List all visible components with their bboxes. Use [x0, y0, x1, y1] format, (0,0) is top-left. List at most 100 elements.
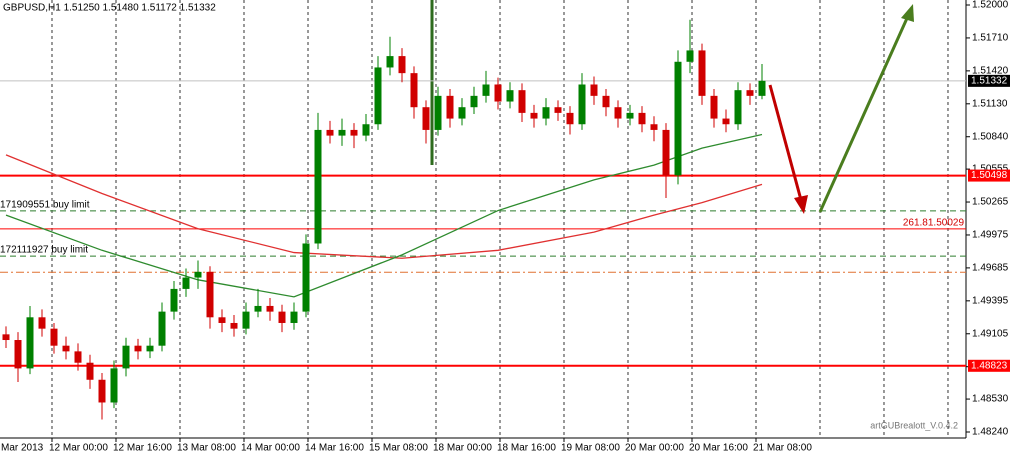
y-tick-label: 1.52000 — [972, 0, 1009, 11]
candle-body — [182, 277, 190, 289]
candle-body — [674, 61, 682, 176]
candle-body — [410, 73, 418, 108]
x-tick-label: 12 Mar 16:00 — [113, 443, 172, 454]
candle-body — [98, 379, 106, 403]
candle-body — [746, 90, 754, 96]
price-box — [968, 359, 1010, 372]
candle-body — [710, 95, 718, 119]
candle-body — [146, 345, 154, 352]
candle-body — [374, 67, 382, 125]
x-tick-label: 14 Mar 00:00 — [241, 443, 300, 454]
candle-body — [446, 95, 454, 119]
price-box-label: 1.48823 — [971, 360, 1008, 371]
x-tick-label: Mar 2013 — [1, 443, 44, 454]
x-tick-label: 19 Mar 08:00 — [561, 443, 620, 454]
level-text: 171909551 buy limit — [0, 200, 90, 211]
price-box — [968, 169, 1010, 182]
arrow-head — [794, 195, 808, 214]
candle-body — [158, 311, 166, 346]
candle-body — [194, 271, 202, 278]
candle-body — [590, 84, 598, 96]
candle-body — [14, 340, 22, 369]
candle-body — [74, 351, 82, 363]
price-box-label: 1.51332 — [971, 76, 1008, 87]
candle-body — [110, 368, 118, 403]
chart-title: GBPUSD,H1 1.51250 1.51480 1.51172 1.5133… — [3, 3, 216, 14]
candle-body — [566, 112, 574, 125]
watermark: artGUBrealott_V.0.4.2 — [870, 420, 958, 430]
y-tick-label: 1.51420 — [972, 66, 1009, 77]
candle-body — [290, 311, 298, 323]
x-tick-label: 15 Mar 08:00 — [369, 443, 428, 454]
candle-body — [470, 95, 478, 108]
candle-body — [458, 107, 466, 119]
candle-body — [650, 124, 658, 130]
candle-body — [122, 345, 130, 369]
candle-body — [554, 107, 562, 113]
candle-body — [134, 345, 142, 352]
y-tick-label: 1.49395 — [972, 295, 1009, 306]
candle-body — [698, 50, 706, 96]
candle-body — [662, 129, 670, 176]
y-tick-label: 1.50265 — [972, 197, 1009, 208]
x-tick-label: 18 Mar 16:00 — [497, 443, 556, 454]
candle-body — [362, 124, 370, 136]
y-tick-label: 1.49105 — [972, 328, 1009, 339]
candle-body — [734, 90, 742, 125]
candle-body — [50, 328, 58, 346]
level-text: 261.81.50029 — [903, 217, 965, 228]
candle-body — [206, 271, 214, 318]
red-arrow — [768, 84, 808, 214]
candle-body — [254, 305, 262, 312]
arrow-shaft — [818, 15, 910, 213]
arrow-shaft — [768, 84, 803, 201]
candle-body — [386, 56, 394, 68]
y-tick-label: 1.48240 — [972, 427, 1009, 438]
y-tick-label: 1.51710 — [972, 33, 1009, 44]
candle-body — [242, 311, 250, 329]
candle-body — [278, 311, 286, 323]
candle-body — [26, 317, 34, 369]
candle-body — [758, 80, 766, 96]
candle-body — [314, 129, 322, 244]
arrow-head — [901, 4, 914, 22]
candle-body — [686, 50, 694, 62]
green-arrow — [818, 4, 914, 213]
candle-body — [626, 112, 634, 119]
candle-body — [62, 345, 70, 352]
x-tick-label: 20 Mar 00:00 — [625, 443, 684, 454]
candle-body — [434, 95, 442, 130]
y-tick-label: 1.49685 — [972, 263, 1009, 274]
candle-body — [638, 112, 646, 125]
x-tick-label: 14 Mar 16:00 — [305, 443, 364, 454]
candle-body — [494, 84, 502, 102]
x-tick-label: 18 Mar 00:00 — [433, 443, 492, 454]
candle-body — [518, 90, 526, 113]
x-tick-label: 12 Mar 00:00 — [49, 443, 108, 454]
candle-body — [326, 129, 334, 136]
level-text: 172111927 buy limit — [0, 245, 88, 256]
candle-body — [86, 362, 94, 380]
candle-body — [338, 129, 346, 136]
candle-body — [218, 317, 226, 323]
plot: Mar 2013 12 Mar 00:00 12 Mar 16:00 13 Mar 0… — [0, 0, 966, 454]
price-box-label: 1.50498 — [971, 170, 1008, 181]
candle-body — [614, 107, 622, 119]
x-tick-label: 20 Mar 16:00 — [689, 443, 748, 454]
y-tick-label: 1.49975 — [972, 230, 1009, 241]
candle-body — [230, 322, 238, 329]
candle-body — [266, 305, 274, 312]
x-tick-label: 13 Mar 08:00 — [177, 443, 236, 454]
candle-body — [38, 317, 46, 329]
y-tick-label: 1.51130 — [972, 98, 1008, 109]
candle-body — [398, 56, 406, 74]
candle-body — [722, 118, 730, 125]
y-tick-label: 1.48530 — [972, 394, 1009, 405]
y-tick-label: 1.50840 — [972, 131, 1009, 142]
candle-body — [542, 107, 550, 119]
price-box — [968, 74, 1010, 87]
candle-body — [506, 90, 514, 102]
candle-body — [578, 84, 586, 125]
candle-body — [170, 288, 178, 312]
